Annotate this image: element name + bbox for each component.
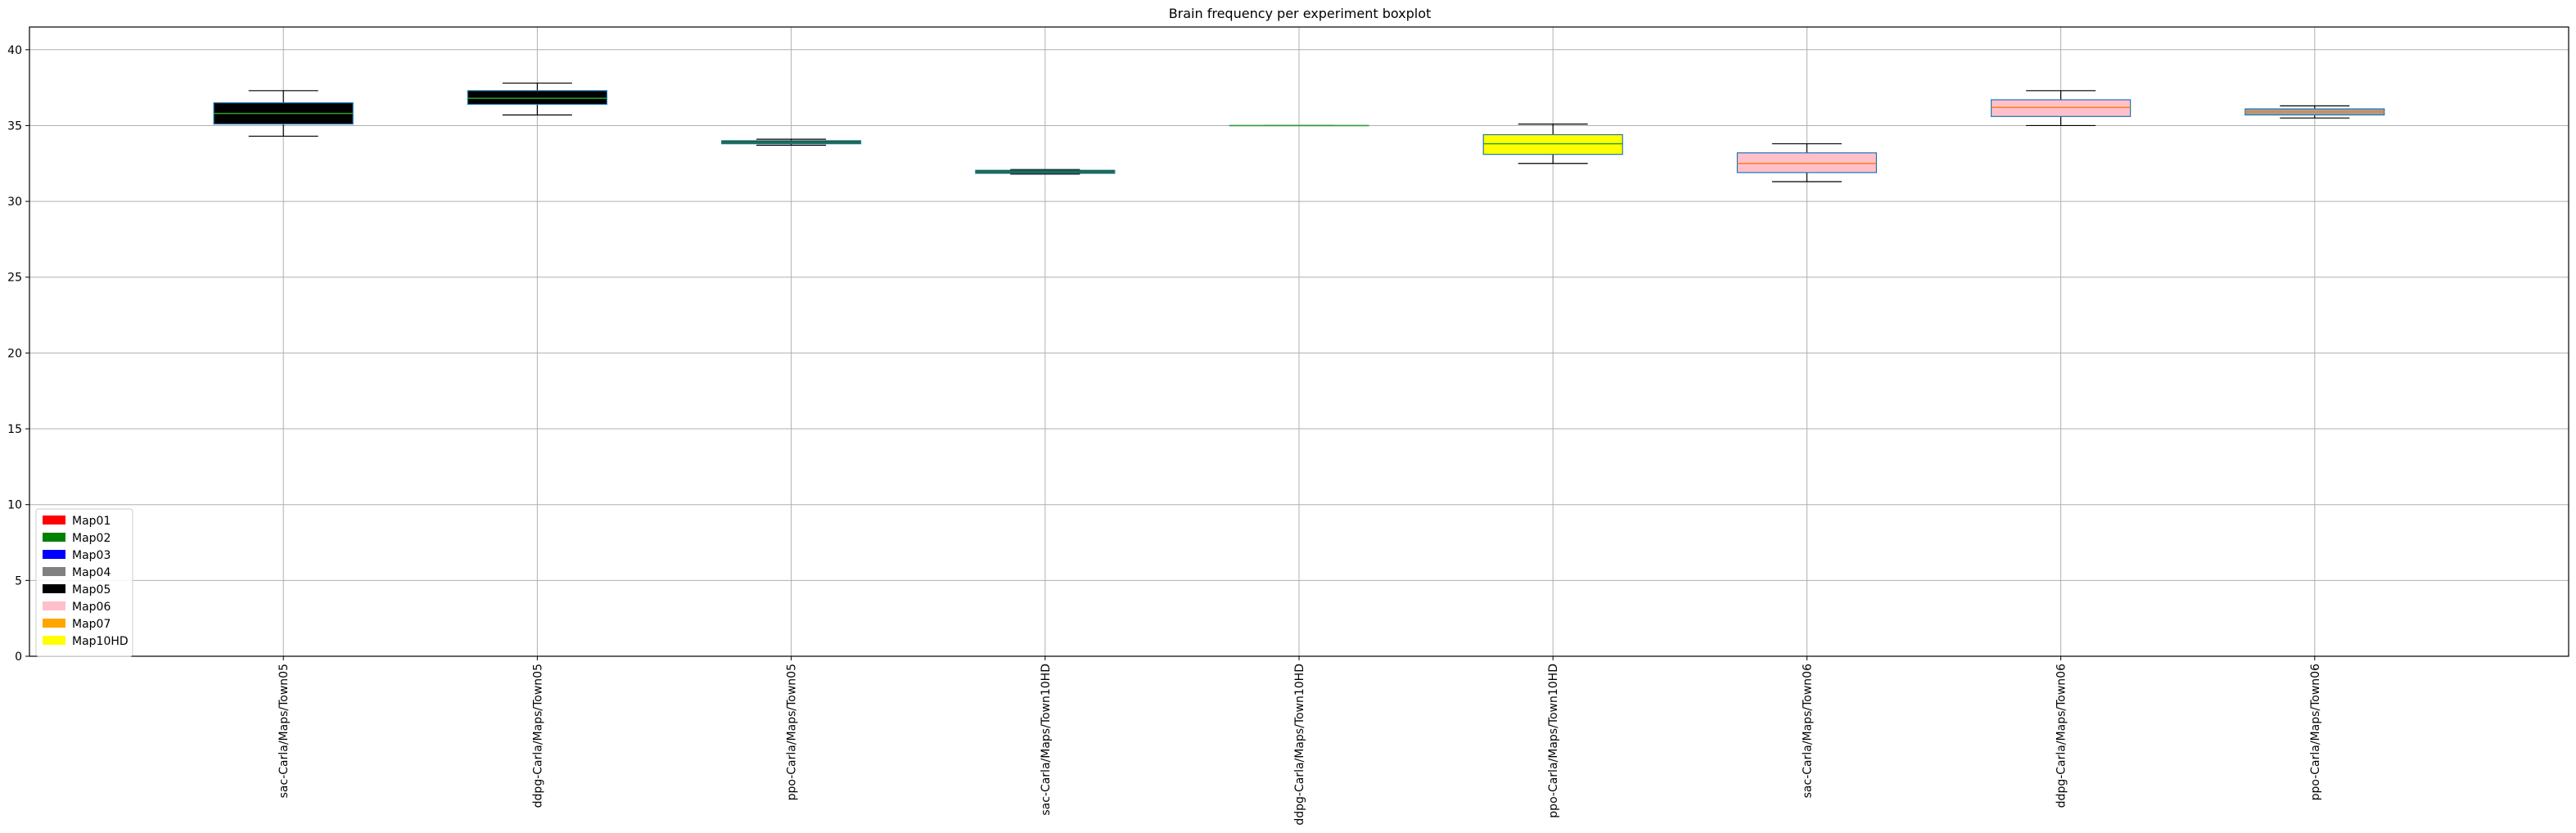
legend-box bbox=[35, 508, 133, 657]
x-tick-label: sac-Carla/Maps/Town10HD bbox=[1040, 664, 1053, 816]
legend-swatch bbox=[43, 584, 65, 593]
box-iqr bbox=[1736, 152, 1877, 173]
box-group bbox=[1736, 143, 1877, 182]
legend-label: Map07 bbox=[72, 618, 111, 631]
legend-label: Map10HD bbox=[72, 635, 129, 648]
y-tick-label: 0 bbox=[15, 651, 22, 664]
legend-label: Map01 bbox=[72, 515, 111, 528]
box-group bbox=[467, 82, 608, 116]
x-tick-label: sac-Carla/Maps/Town05 bbox=[277, 664, 291, 798]
y-tick-label: 15 bbox=[7, 423, 22, 436]
y-tick-label: 40 bbox=[7, 44, 22, 57]
plot-frame bbox=[29, 26, 2569, 657]
box-group bbox=[213, 90, 354, 137]
y-tick-label: 10 bbox=[7, 499, 22, 512]
box-iqr bbox=[1991, 99, 2132, 117]
x-tick-label: ppo-Carla/Maps/Town10HD bbox=[1547, 664, 1560, 818]
legend-swatch bbox=[43, 601, 65, 610]
y-tick-label: 30 bbox=[7, 196, 22, 209]
box-iqr bbox=[467, 90, 608, 106]
y-tick-label: 25 bbox=[7, 272, 22, 285]
legend-swatch bbox=[43, 636, 65, 645]
legend-swatch bbox=[43, 516, 65, 525]
axes-layer: 0 5 10 15 20 25 30 35 40 sac-Carla/Maps/Town05 ddp… bbox=[7, 26, 2569, 826]
box-iqr bbox=[1482, 133, 1623, 155]
box-group bbox=[1482, 123, 1623, 164]
box-group bbox=[1991, 90, 2132, 127]
x-tick-label: ppo-Carla/Maps/Town05 bbox=[786, 664, 799, 800]
legend-label: Map03 bbox=[72, 549, 111, 562]
x-tick-label: ddpg-Carla/Maps/Town06 bbox=[2055, 664, 2068, 808]
legend-swatch bbox=[43, 550, 65, 559]
chart-title: Brain frequency per experiment boxplot bbox=[1169, 6, 1432, 21]
box-layer bbox=[213, 82, 2385, 182]
legend-label: Map02 bbox=[72, 532, 111, 545]
legend: Map01 Map02 Map03 Map04 Map05 Map06 Map07 Map10… bbox=[35, 508, 133, 657]
x-tick-label: ddpg-Carla/Maps/Town10HD bbox=[1293, 664, 1306, 826]
y-tick-label: 20 bbox=[7, 347, 22, 360]
legend-swatch bbox=[43, 567, 65, 576]
box-group bbox=[2244, 105, 2385, 119]
grid-layer bbox=[29, 27, 2569, 657]
legend-label: Map05 bbox=[72, 583, 111, 597]
y-tick-label: 35 bbox=[7, 119, 22, 133]
legend-swatch bbox=[43, 533, 65, 542]
legend-label: Map04 bbox=[72, 566, 111, 579]
y-tick-label: 5 bbox=[15, 574, 22, 588]
legend-label: Map06 bbox=[72, 601, 111, 614]
box-group bbox=[720, 138, 862, 146]
box-group bbox=[975, 169, 1116, 175]
x-tick-label: ppo-Carla/Maps/Town06 bbox=[2309, 664, 2322, 800]
x-tick-label: ddpg-Carla/Maps/Town05 bbox=[531, 664, 544, 808]
legend-swatch bbox=[43, 619, 65, 628]
x-tick-label: sac-Carla/Maps/Town06 bbox=[1801, 664, 1814, 798]
